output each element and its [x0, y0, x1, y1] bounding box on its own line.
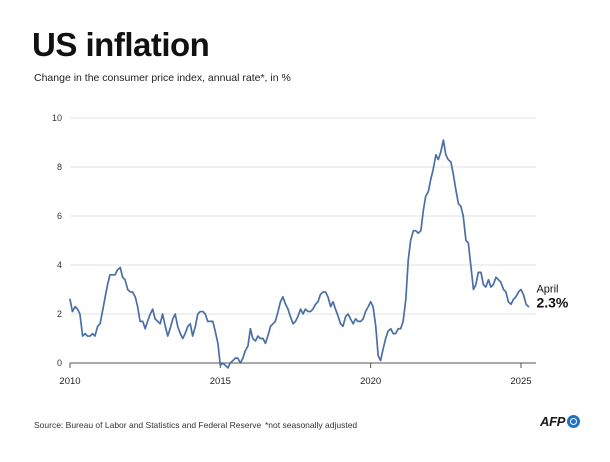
- series-group: [69, 139, 530, 369]
- annotation-value: 2.3%: [536, 295, 568, 311]
- logo-text: AFP: [540, 414, 566, 429]
- x-tick-label: 2020: [360, 376, 381, 387]
- chart-title: US inflation: [32, 26, 210, 63]
- y-tick-label: 6: [57, 211, 62, 221]
- annotation-label: April: [536, 284, 558, 296]
- x-tick-label: 2025: [510, 376, 531, 387]
- gridlines: [70, 117, 536, 315]
- chart-subtitle: Change in the consumer price index, annu…: [34, 72, 291, 84]
- logo-dot-icon: [567, 415, 581, 428]
- x-tick-label: 2010: [59, 376, 80, 387]
- afp-logo: AFP: [540, 414, 581, 429]
- y-tick-label: 4: [57, 260, 62, 270]
- y-tick-label: 0: [57, 358, 62, 368]
- series-line-cpi: [69, 139, 530, 369]
- footnote: *not seasonally adjusted: [265, 420, 358, 430]
- y-tick-label: 2: [57, 309, 62, 319]
- source-note: Source: Bureau of Labor and Statistics a…: [34, 420, 262, 430]
- y-tick-label: 10: [52, 113, 62, 123]
- x-tick-label: 2015: [210, 376, 231, 387]
- y-tick-label: 8: [57, 162, 62, 172]
- x-axis: 2010 2015 2020 2025: [59, 362, 536, 387]
- y-axis: 0 2 4 6 8 10: [52, 113, 62, 368]
